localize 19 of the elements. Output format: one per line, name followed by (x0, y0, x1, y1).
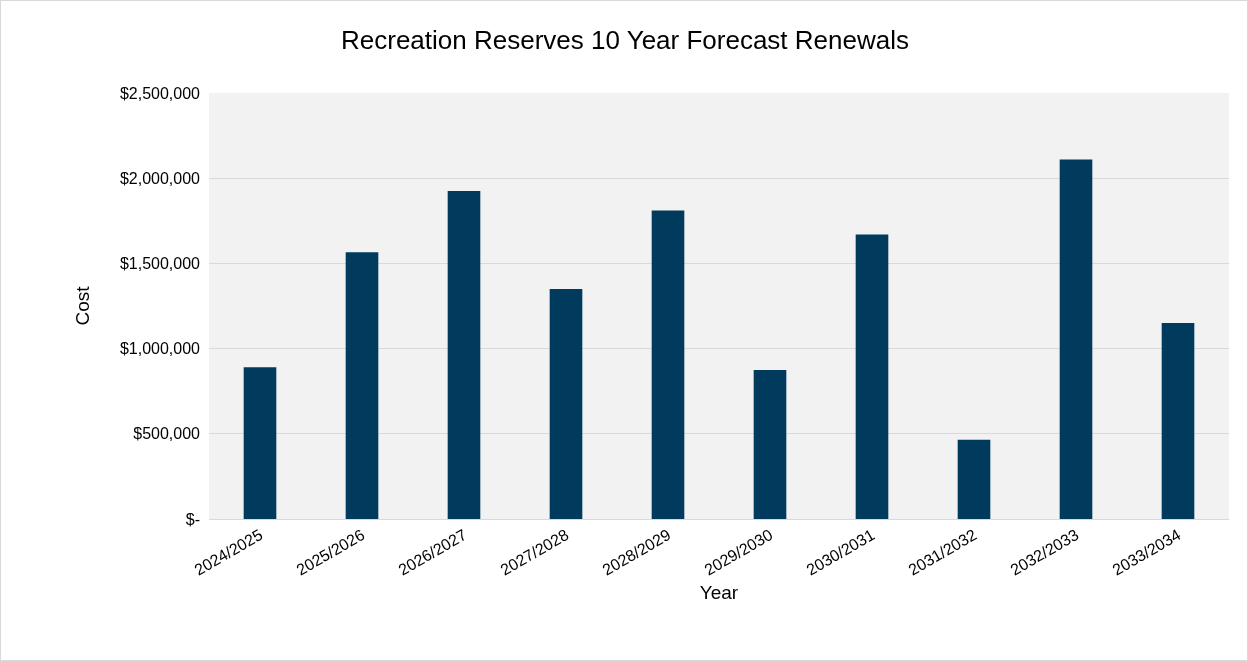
bar (957, 439, 991, 519)
bar (855, 234, 889, 519)
bar (447, 190, 481, 519)
bar (1161, 323, 1195, 519)
bar (549, 288, 583, 519)
y-tick-label: $500,000 (133, 425, 201, 443)
chart-title: Recreation Reserves 10 Year Forecast Renewals (341, 24, 909, 55)
bar (1059, 159, 1093, 519)
bar (345, 252, 379, 519)
bar (753, 369, 787, 519)
x-axis-title: Year (699, 582, 739, 604)
bar (243, 367, 277, 519)
y-axis-title: Cost (71, 285, 93, 326)
y-tick-label: $1,500,000 (119, 255, 201, 272)
bar (651, 210, 685, 519)
y-tick-label: $2,000,000 (119, 169, 201, 187)
y-tick-label: $2,500,000 (119, 84, 201, 102)
y-tick-label: $- (185, 510, 200, 528)
y-tick-label: $1,000,000 (119, 340, 201, 358)
